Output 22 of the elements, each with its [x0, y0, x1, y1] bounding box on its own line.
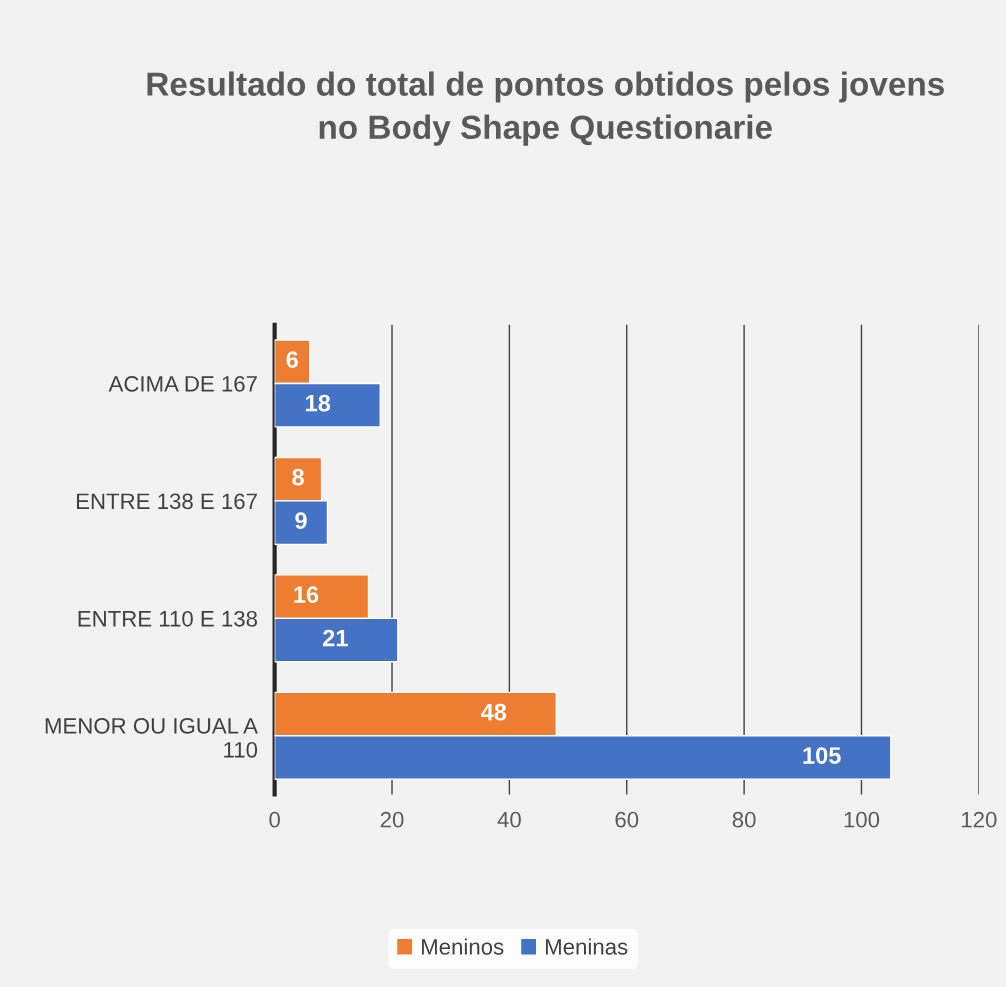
- y-tick-label: ENTRE 138 E 167: [76, 493, 257, 510]
- x-tick-label: 80: [732, 811, 756, 828]
- x-tick-label: 60: [615, 811, 639, 828]
- legend-label: Meninas: [545, 938, 628, 955]
- chart-title: Resultado do total de pontos obtidos pelos jovens no Body Shape Questionarie: [147, 71, 944, 146]
- data-label: 48: [481, 703, 507, 721]
- data-label: 16: [294, 586, 319, 603]
- x-tick-label: 20: [380, 811, 404, 828]
- x-tick-label: 40: [497, 811, 521, 828]
- x-tick-label: 100: [844, 811, 880, 828]
- y-tick-label: ACIMA DE 167: [108, 375, 257, 392]
- data-label: 8: [292, 468, 304, 486]
- data-label: 105: [803, 747, 841, 764]
- data-label: 18: [306, 394, 331, 412]
- data-label: 9: [295, 512, 307, 529]
- x-tick-label: 0: [269, 811, 280, 828]
- legend-label: Meninos: [422, 938, 504, 955]
- data-label: 21: [323, 629, 348, 647]
- y-tick-label: MENOR OU IGUAL A 110: [45, 717, 258, 758]
- x-tick-label: 120: [962, 811, 997, 828]
- y-tick-label: ENTRE 110 E 138: [78, 610, 258, 627]
- data-label: 6: [286, 351, 298, 369]
